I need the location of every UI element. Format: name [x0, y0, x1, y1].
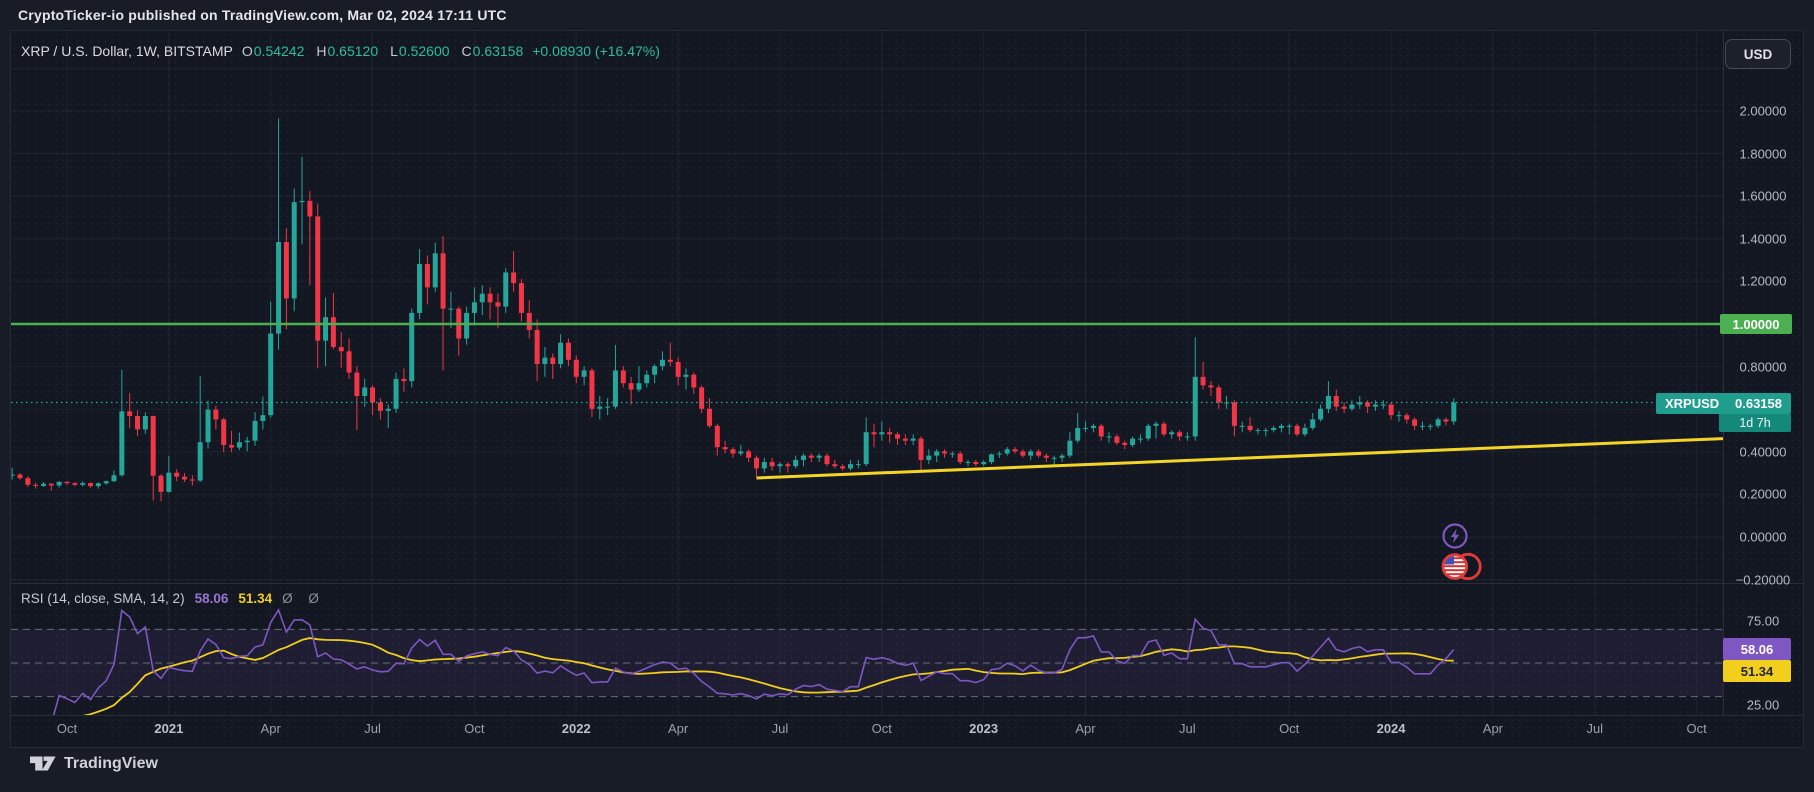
currency-toggle-button[interactable]: USD	[1725, 39, 1791, 69]
time-axis-label: Jul	[364, 721, 381, 736]
price-axis-label: 1.20000	[1739, 273, 1787, 289]
tradingview-logo-icon	[30, 756, 56, 771]
change-value: +0.08930 (+16.47%)	[532, 43, 660, 59]
time-axis-label: Oct	[56, 721, 78, 736]
time-axis-label: Apr	[260, 721, 281, 736]
bar-countdown: 1d 7h	[1719, 414, 1791, 432]
symbol-title: XRP / U.S. Dollar, 1W, BITSTAMP	[21, 43, 233, 59]
chart-widget: XRP / U.S. Dollar, 1W, BITSTAMP O 0.54242…	[10, 30, 1804, 748]
attribution-text: CryptoTicker-io published on TradingView…	[18, 7, 507, 23]
price-gridlines	[11, 31, 1723, 584]
price-pane[interactable]	[11, 31, 1723, 584]
symbol-legend: XRP / U.S. Dollar, 1W, BITSTAMP O 0.54242…	[21, 43, 660, 59]
level-price-label: 1.00000	[1720, 314, 1792, 334]
rsi-hidden-values: Ø Ø	[282, 591, 325, 606]
ohlc-token: H 0.65120	[316, 43, 379, 59]
pane-separator[interactable]	[11, 583, 1803, 584]
lightning-sticker-icon[interactable]	[1441, 522, 1469, 550]
price-axis-label: 0.00000	[1739, 529, 1787, 545]
price-axis-label: 1.60000	[1739, 188, 1787, 204]
time-axis-separator	[11, 715, 1803, 716]
usa-flag-sticker-icon[interactable]	[1441, 551, 1483, 582]
rsi-sma-value-label: 51.34	[1723, 660, 1791, 682]
time-axis-label: Apr	[667, 721, 689, 736]
last-price-value: 0.63158	[1735, 396, 1782, 411]
time-axis-label: 2024	[1376, 721, 1406, 736]
rsi-sma-current-value: 51.34	[238, 591, 273, 606]
rsi-title: RSI (14, close, SMA, 14, 2)	[21, 591, 185, 606]
time-axis-label: Oct	[871, 721, 892, 736]
rsi-sma-line	[83, 637, 1454, 715]
time-axis-label: Jul	[1179, 721, 1196, 736]
last-price-symbol: XRPUSD	[1665, 396, 1720, 411]
time-axis-label: Jul	[1586, 721, 1604, 736]
tradingview-footer-link[interactable]: TradingView	[30, 753, 158, 774]
time-axis-label: Apr	[1075, 721, 1096, 736]
rsi-line	[52, 608, 1455, 715]
time-axis-label: Oct	[464, 721, 485, 736]
candles-layer	[11, 118, 1457, 502]
rsi-pane[interactable]	[11, 584, 1723, 715]
time-axis-label: 2023	[969, 721, 999, 736]
rsi-value-label: 58.06	[1723, 638, 1791, 660]
price-axis-label: 0.80000	[1739, 359, 1787, 375]
rsi-axis-label: 25.00	[1746, 697, 1780, 713]
price-axis-label: 0.40000	[1739, 444, 1787, 460]
price-axis-label: −0.20000	[1735, 572, 1791, 588]
rsi-legend: RSI (14, close, SMA, 14, 2) 58.06 51.34 …	[21, 591, 325, 606]
price-axis-label: 1.40000	[1739, 231, 1787, 247]
trendline[interactable]	[756, 437, 1723, 480]
time-axis-label: Oct	[1279, 721, 1300, 736]
ohlc-token: C 0.63158	[461, 43, 524, 59]
time-axis-label: 2021	[154, 721, 184, 736]
price-axis-border	[1723, 31, 1724, 715]
rsi-current-value: 58.06	[194, 591, 229, 606]
time-axis-label: 2022	[561, 721, 591, 736]
last-price-label: XRPUSD 0.63158 1d 7h	[1656, 393, 1791, 432]
ohlc-values: O 0.54242 H 0.65120 L 0.52600 C 0.63158	[242, 43, 523, 59]
price-axis-label: 0.20000	[1739, 486, 1787, 502]
time-axis-label: Oct	[1686, 721, 1707, 736]
rsi-axis-label: 75.00	[1746, 613, 1780, 629]
price-axis-label: 2.00000	[1739, 103, 1787, 119]
ohlc-token: L 0.52600	[390, 43, 450, 59]
price-axis-label: 1.80000	[1739, 146, 1787, 162]
time-axis-label: Apr	[1482, 721, 1504, 736]
ohlc-token: O 0.54242	[241, 43, 305, 59]
tradingview-brand-text: TradingView	[64, 754, 158, 772]
time-axis-label: Jul	[771, 721, 789, 736]
